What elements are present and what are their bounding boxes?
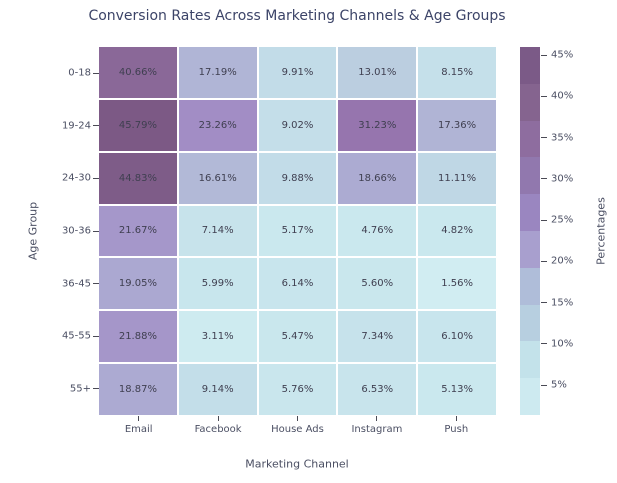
heatmap-cell: 21.88% (99, 311, 177, 363)
colorbar-tick-mark (541, 384, 547, 386)
y-tick-mark (93, 283, 99, 285)
colorbar-tick-mark (541, 95, 547, 97)
heatmap-cell: 16.61% (178, 152, 257, 204)
heatmap-cell: 5.47% (258, 311, 337, 363)
chart-title: Conversion Rates Across Marketing Channe… (88, 8, 506, 24)
heatmap-cell: 13.01% (338, 47, 417, 98)
colorbar-tick-label: 45% (551, 49, 574, 61)
y-tick-label: 36-45 (61, 278, 91, 290)
heatmap-cell: 5.99% (178, 258, 257, 310)
x-tick-label: Instagram (351, 424, 403, 435)
y-tick-label: 55+ (69, 383, 91, 395)
y-tick-mark (93, 177, 99, 179)
colorbar-tick-mark (541, 219, 547, 221)
x-tick-label: Facebook (194, 424, 242, 435)
y-tick-label: 24-30 (61, 172, 91, 184)
colorbar (520, 47, 540, 415)
heatmap-cell: 23.26% (178, 99, 257, 151)
heatmap-cell: 1.56% (418, 258, 496, 310)
colorbar-tick-label: 25% (551, 214, 574, 226)
y-tick-label: 19-24 (61, 120, 91, 132)
colorbar-segment (520, 83, 540, 121)
heatmap-cell: 18.87% (99, 364, 177, 415)
colorbar-tick-mark (541, 54, 547, 56)
heatmap-cell: 40.66% (99, 47, 177, 98)
heatmap-cell: 6.10% (418, 311, 496, 363)
colorbar-segment (520, 47, 540, 84)
heatmap-cell: 18.66% (338, 152, 417, 204)
heatmap-cell: 7.14% (178, 205, 257, 257)
y-tick-mark (93, 72, 99, 74)
x-tick-mark (297, 416, 298, 421)
colorbar-tick-label: 20% (551, 255, 574, 267)
colorbar-segment (520, 378, 540, 415)
heatmap-cell: 11.11% (418, 152, 496, 204)
heatmap-cell: 9.02% (258, 99, 337, 151)
heatmap-cell: 6.14% (258, 258, 337, 310)
colorbar-tick-label: 30% (551, 173, 574, 185)
heatmap-cell: 5.13% (418, 364, 496, 415)
heatmap-cell: 5.76% (258, 364, 337, 415)
x-tick-mark (455, 416, 457, 421)
y-tick-label: 0-18 (68, 67, 91, 79)
colorbar-segment (520, 267, 540, 305)
colorbar-tick-label: 15% (551, 297, 574, 308)
heatmap-cell: 4.82% (418, 205, 496, 257)
colorbar-segment (520, 120, 540, 158)
heatmap-cell: 4.76% (338, 205, 417, 257)
colorbar-tick-label: 40% (551, 90, 574, 102)
colorbar-title: Percentages (594, 197, 608, 265)
colorbar-tick-mark (541, 343, 547, 345)
colorbar-tick-label: 5% (551, 379, 567, 391)
y-axis-title: Age Group (26, 201, 40, 261)
colorbar-tick-mark (541, 260, 547, 262)
heatmap-cell: 17.19% (178, 47, 257, 98)
x-tick-label: Email (124, 424, 153, 435)
colorbar-tick-label: 35% (551, 132, 574, 143)
x-tick-mark (217, 416, 219, 421)
heatmap-cell: 7.34% (338, 311, 417, 363)
colorbar-tick-mark (541, 137, 547, 138)
y-tick-mark (93, 125, 99, 127)
colorbar-segment (520, 157, 540, 195)
colorbar-tick-mark (541, 178, 547, 180)
colorbar-segment (520, 304, 540, 342)
x-tick-label: House Ads (271, 424, 324, 435)
y-tick-mark (93, 230, 99, 232)
heatmap-cell: 45.79% (99, 99, 177, 151)
heatmap-cell: 9.88% (258, 152, 337, 204)
heatmap-cell: 6.53% (338, 364, 417, 415)
colorbar-tick-label: 10% (551, 338, 574, 350)
heatmap-grid: 40.66% 17.19% 9.91% 13.01% 8.15% 45.79% 23.26%… (99, 47, 496, 415)
y-tick-mark (93, 388, 99, 390)
heatmap-cell: 44.83% (99, 152, 177, 204)
heatmap-cell: 31.23% (338, 99, 417, 151)
colorbar-segment (520, 194, 540, 231)
colorbar-tick-mark (541, 302, 547, 303)
heatmap-cell: 8.15% (418, 47, 496, 98)
y-tick-label: 30-36 (61, 225, 91, 237)
colorbar-segment (520, 230, 540, 268)
x-axis-title: Marketing Channel (245, 457, 349, 471)
heatmap-cell: 9.91% (258, 47, 337, 98)
x-tick-mark (138, 416, 140, 421)
y-tick-mark (93, 335, 99, 337)
heatmap-cell: 19.05% (99, 258, 177, 310)
x-tick-label: Push (444, 424, 469, 435)
y-tick-label: 45-55 (61, 330, 91, 342)
colorbar-segment (520, 341, 540, 379)
heatmap-cell: 5.17% (258, 205, 337, 257)
heatmap-cell: 9.14% (178, 364, 257, 415)
heatmap-cell: 17.36% (418, 99, 496, 151)
heatmap-cell: 21.67% (99, 205, 177, 257)
x-tick-mark (376, 416, 378, 421)
heatmap-cell: 3.11% (178, 311, 257, 363)
heatmap-cell: 5.60% (338, 258, 417, 310)
